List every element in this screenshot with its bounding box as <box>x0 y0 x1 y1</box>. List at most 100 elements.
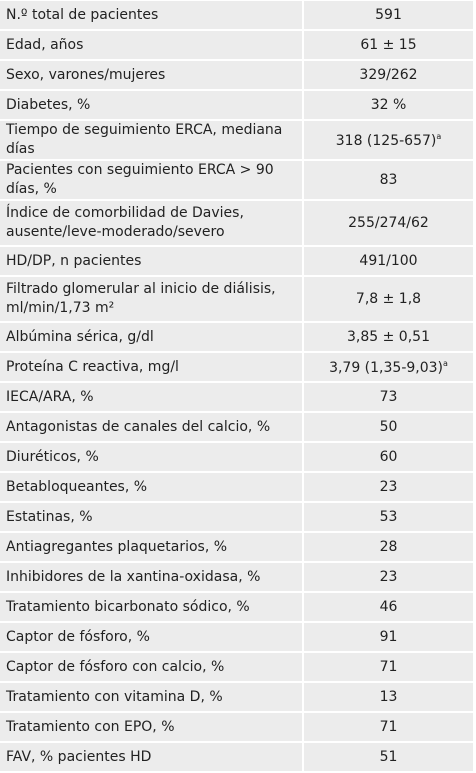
row-label: Sexo, varones/mujeres <box>0 60 304 91</box>
row-label: Pacientes con seguimiento ERCA > 90 días… <box>0 160 304 201</box>
row-label: IECA/ARA, % <box>0 382 304 413</box>
row-label: Tiempo de seguimiento ERCA, mediana días <box>0 120 304 161</box>
row-value: 46 <box>379 599 398 615</box>
row-label: N.º total de pacientes <box>0 1 304 31</box>
table-row: HD/DP, n pacientes 491/100 <box>0 246 473 277</box>
table-row: Betabloqueantes, % 23 <box>0 472 473 503</box>
row-value-cell: 591 <box>303 1 473 31</box>
row-label: Tratamiento con EPO, % <box>0 712 304 743</box>
table-row: Captor de fósforo, % 91 <box>0 622 473 653</box>
row-value-cell: 91 <box>303 622 473 653</box>
row-value: 255/274/62 <box>348 215 429 231</box>
row-label: Antagonistas de canales del calcio, % <box>0 412 304 443</box>
row-label: Diuréticos, % <box>0 442 304 473</box>
table-row: Proteína C reactiva, mg/l 3,79 (1,35-9,03… <box>0 352 473 383</box>
table-row: Estatinas, % 53 <box>0 502 473 533</box>
row-value-cell: 3,85 ± 0,51 <box>303 322 473 353</box>
row-label: Captor de fósforo, % <box>0 622 304 653</box>
row-label: Índice de comorbilidad de Davies, ausent… <box>0 200 304 247</box>
row-value: 73 <box>379 389 398 405</box>
row-value-cell: 51 <box>303 742 473 773</box>
row-value: 71 <box>379 719 398 735</box>
row-label: Diabetes, % <box>0 90 304 121</box>
row-value-cell: 83 <box>303 160 473 201</box>
table-row: Diuréticos, % 60 <box>0 442 473 473</box>
row-value-cell: 60 <box>303 442 473 473</box>
row-value-cell: 50 <box>303 412 473 443</box>
row-value-cell: 46 <box>303 592 473 623</box>
row-value: 23 <box>379 479 398 495</box>
table-row: N.º total de pacientes 591 <box>0 1 473 31</box>
table-row: FAV, % pacientes HD 51 <box>0 742 473 773</box>
row-label: Tratamiento bicarbonato sódico, % <box>0 592 304 623</box>
table-row: Antagonistas de canales del calcio, % 50 <box>0 412 473 443</box>
row-label: HD/DP, n pacientes <box>0 246 304 277</box>
table-row: Edad, años 61 ± 15 <box>0 30 473 61</box>
row-value: 13 <box>379 689 398 705</box>
row-label: Albúmina sérica, g/dl <box>0 322 304 353</box>
footnote-mark: a <box>443 358 448 368</box>
row-label: Inhibidores de la xantina-oxidasa, % <box>0 562 304 593</box>
row-value-cell: 32 % <box>303 90 473 121</box>
row-label: Filtrado glomerular al inicio de diálisi… <box>0 276 304 323</box>
row-value-cell: 73 <box>303 382 473 413</box>
row-label: Estatinas, % <box>0 502 304 533</box>
table-row: Diabetes, % 32 % <box>0 90 473 121</box>
table-row: Pacientes con seguimiento ERCA > 90 días… <box>0 160 473 201</box>
row-value-cell: 61 ± 15 <box>303 30 473 61</box>
row-value: 491/100 <box>359 253 418 269</box>
row-value: 60 <box>379 449 398 465</box>
row-value-cell: 3,79 (1,35-9,03)a <box>303 352 473 383</box>
row-label: Tratamiento con vitamina D, % <box>0 682 304 713</box>
table-row: Sexo, varones/mujeres 329/262 <box>0 60 473 91</box>
row-label: Betabloqueantes, % <box>0 472 304 503</box>
row-value: 91 <box>379 629 398 645</box>
table-row: Tratamiento con vitamina D, % 13 <box>0 682 473 713</box>
footnote-mark: a <box>436 131 442 141</box>
row-value-cell: 53 <box>303 502 473 533</box>
table-row: Filtrado glomerular al inicio de diálisi… <box>0 276 473 323</box>
row-value: 51 <box>379 749 398 765</box>
row-value-cell: 23 <box>303 562 473 593</box>
row-value: 83 <box>379 172 398 188</box>
table-row: IECA/ARA, % 73 <box>0 382 473 413</box>
table-row: Antiagregantes plaquetarios, % 28 <box>0 532 473 563</box>
row-label: Antiagregantes plaquetarios, % <box>0 532 304 563</box>
row-value: 7,8 ± 1,8 <box>355 291 422 307</box>
row-value-cell: 71 <box>303 652 473 683</box>
table-row: Albúmina sérica, g/dl 3,85 ± 0,51 <box>0 322 473 353</box>
row-value: 591 <box>375 7 402 23</box>
row-value-cell: 23 <box>303 472 473 503</box>
table-row: Tratamiento con EPO, % 71 <box>0 712 473 743</box>
row-value-cell: 7,8 ± 1,8 <box>303 276 473 323</box>
row-label: FAV, % pacientes HD <box>0 742 304 773</box>
row-label: Captor de fósforo con calcio, % <box>0 652 304 683</box>
row-value: 71 <box>379 659 398 675</box>
row-label: Edad, años <box>0 30 304 61</box>
row-value: 61 ± 15 <box>360 37 417 53</box>
row-value-cell: 28 <box>303 532 473 563</box>
row-label: Proteína C reactiva, mg/l <box>0 352 304 383</box>
row-value: 318 (125-657) <box>335 132 437 149</box>
table-row: Inhibidores de la xantina-oxidasa, % 23 <box>0 562 473 593</box>
row-value-cell: 318 (125-657)a <box>303 120 473 161</box>
row-value-cell: 329/262 <box>303 60 473 91</box>
row-value: 329/262 <box>359 67 418 83</box>
table-row: Tiempo de seguimiento ERCA, mediana días… <box>0 120 473 161</box>
table-row: Tratamiento bicarbonato sódico, % 46 <box>0 592 473 623</box>
row-value-cell: 13 <box>303 682 473 713</box>
table-row: Captor de fósforo con calcio, % 71 <box>0 652 473 683</box>
row-value: 23 <box>379 569 398 585</box>
row-value-cell: 71 <box>303 712 473 743</box>
row-value-cell: 255/274/62 <box>303 200 473 247</box>
row-value-cell: 491/100 <box>303 246 473 277</box>
row-value: 53 <box>379 509 398 525</box>
row-value: 3,85 ± 0,51 <box>347 329 430 345</box>
row-value: 28 <box>379 539 398 555</box>
table-row: Índice de comorbilidad de Davies, ausent… <box>0 200 473 247</box>
row-value: 32 % <box>370 97 407 113</box>
row-value: 50 <box>379 419 398 435</box>
